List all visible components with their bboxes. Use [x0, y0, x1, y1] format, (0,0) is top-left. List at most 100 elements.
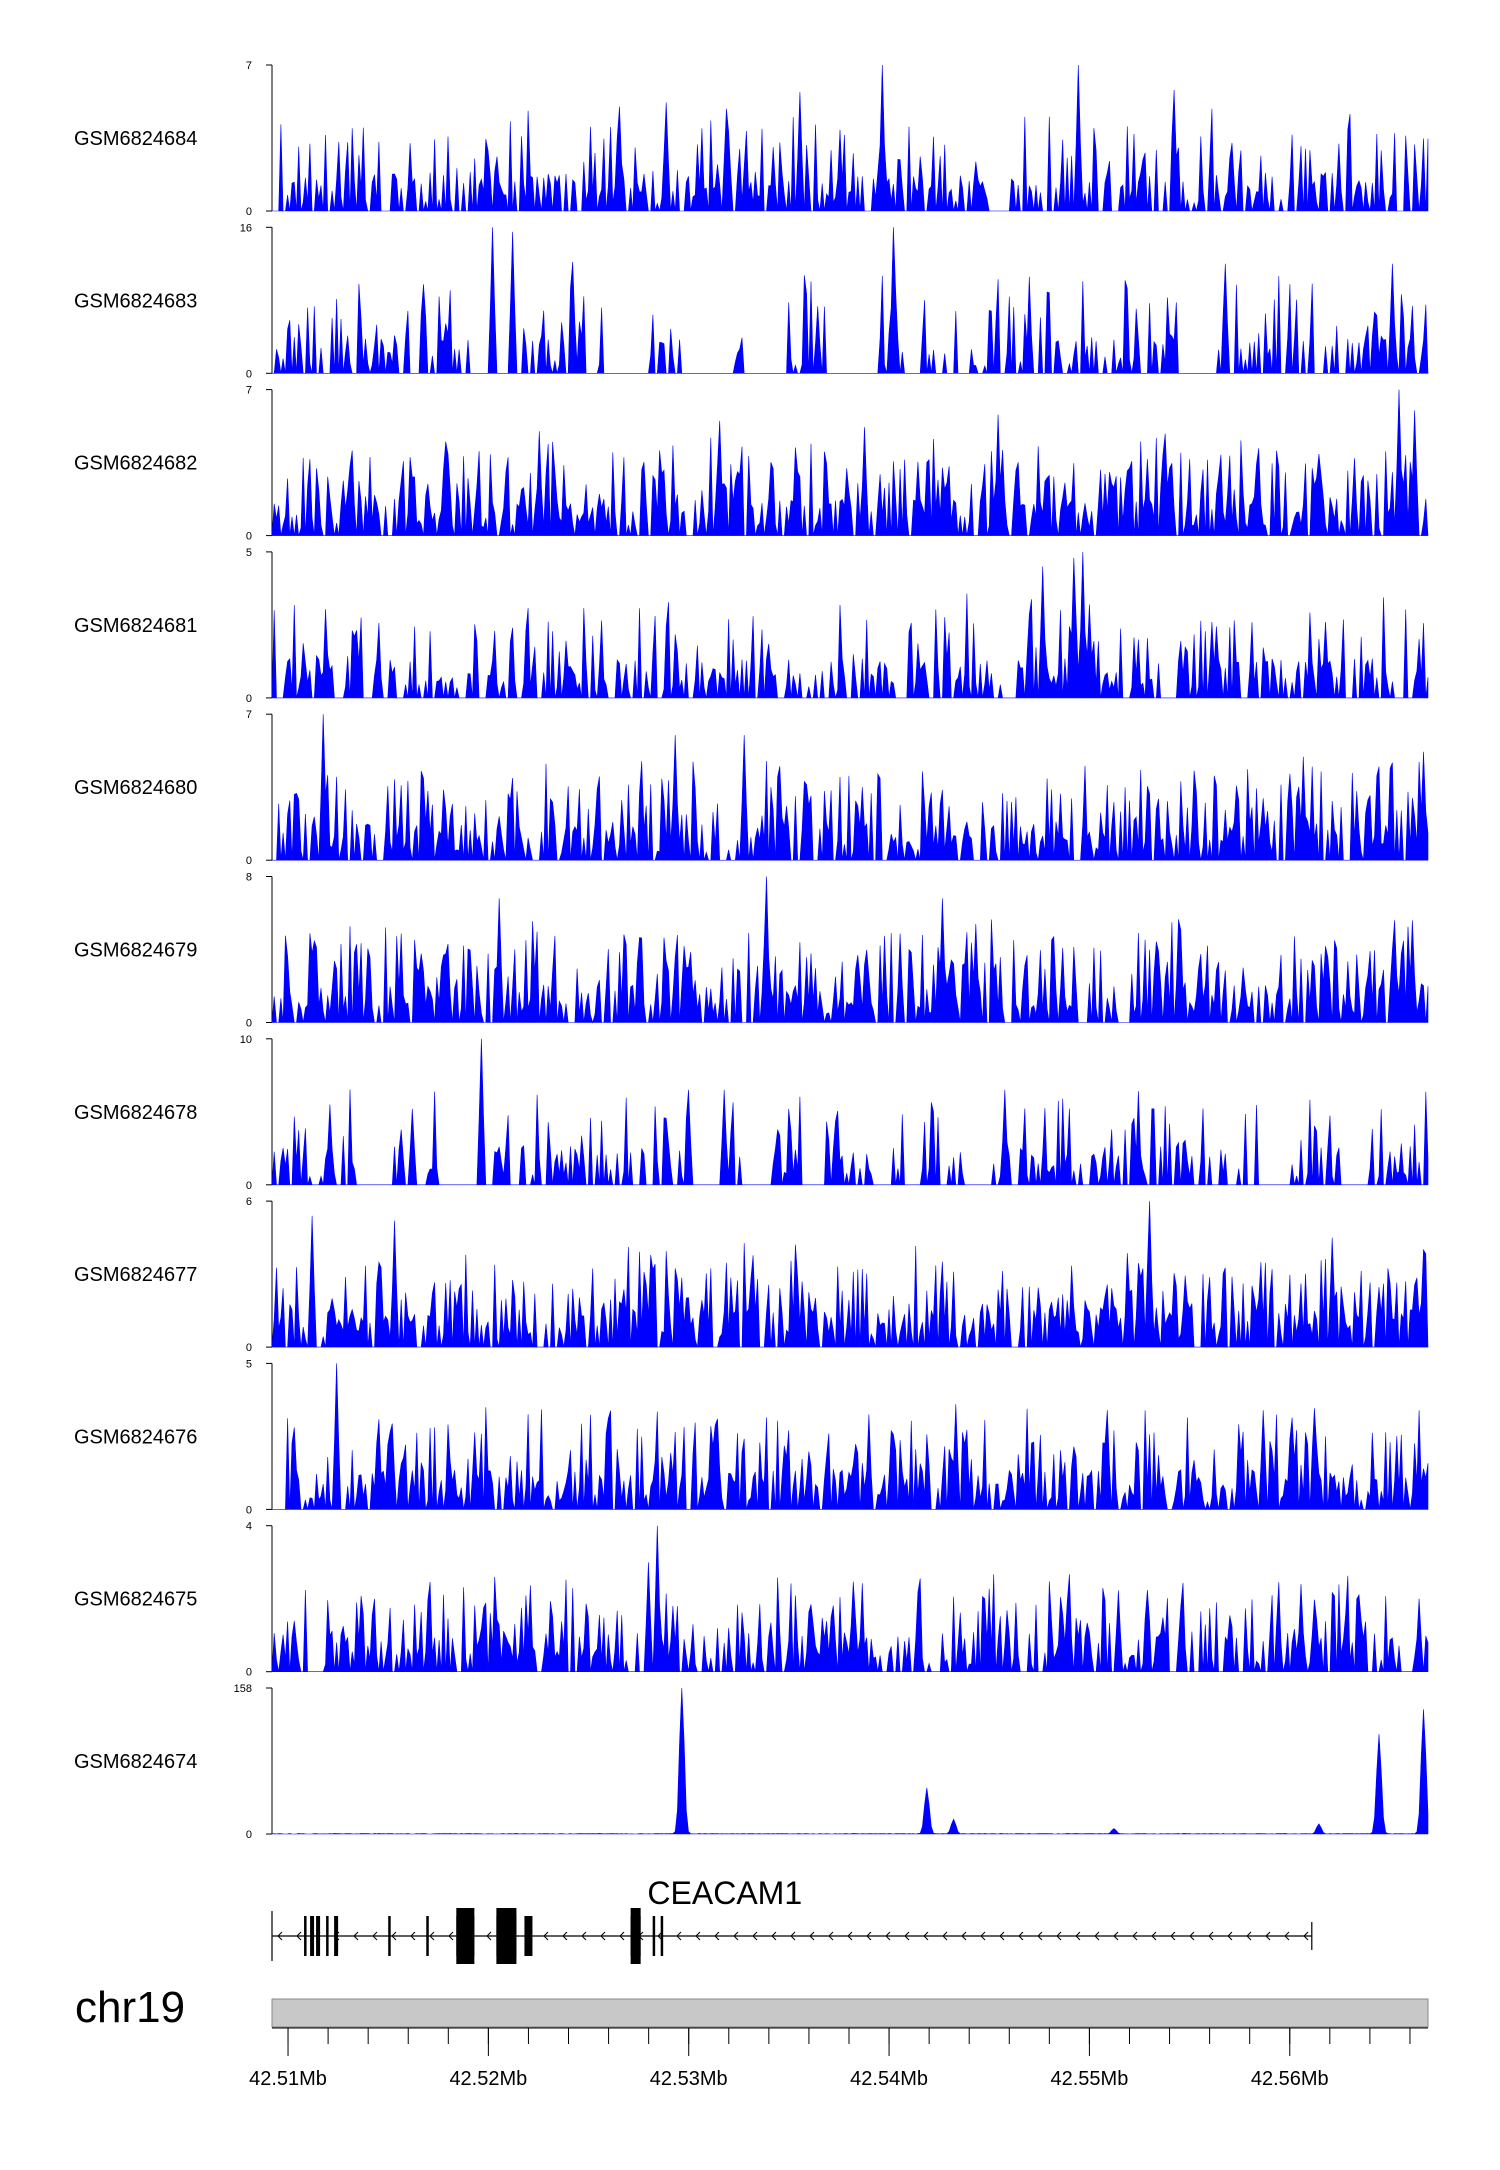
strand-arrow	[1265, 1931, 1271, 1941]
track-GSM6824680: GSM6824680 7 0	[74, 709, 1429, 867]
y-max-label: 7	[246, 385, 252, 397]
y-min-label: 0	[246, 1504, 252, 1516]
strand-arrow	[1227, 1931, 1233, 1941]
strand-arrow	[1303, 1931, 1309, 1941]
y-max-label: 5	[246, 547, 252, 559]
gene-exon	[652, 1916, 656, 1956]
gene-cds-block	[456, 1908, 475, 1964]
strand-arrow	[790, 1931, 796, 1941]
strand-arrow	[1113, 1931, 1119, 1941]
strand-arrow	[885, 1931, 891, 1941]
track-label: GSM6824676	[74, 1426, 197, 1448]
chromosome-ideogram: chr19	[75, 1983, 1429, 2032]
signal-area	[271, 876, 1429, 1024]
strand-arrow	[410, 1931, 416, 1941]
track-label: GSM6824679	[74, 940, 197, 962]
track-GSM6824678: GSM6824678 10 0	[74, 1034, 1429, 1192]
x-tick-label: 42.52Mb	[449, 2068, 527, 2090]
strand-arrow	[657, 1931, 663, 1941]
strand-arrow	[923, 1931, 929, 1941]
gene-exon	[310, 1916, 315, 1956]
strand-arrow	[619, 1931, 625, 1941]
strand-arrow	[1284, 1931, 1290, 1941]
gene-exon	[334, 1916, 339, 1956]
x-tick-label: 42.56Mb	[1251, 2068, 1329, 2090]
x-tick-label: 42.53Mb	[650, 2068, 728, 2090]
strand-arrow	[486, 1931, 492, 1941]
y-min-label: 0	[246, 1342, 252, 1354]
strand-arrow	[1170, 1931, 1176, 1941]
strand-arrow	[828, 1931, 834, 1941]
gene-exon	[326, 1916, 329, 1956]
track-GSM6824675: GSM6824675 4 0	[74, 1521, 1429, 1679]
strand-arrow	[277, 1931, 283, 1941]
gene-exon	[388, 1916, 391, 1956]
gene-exon	[316, 1916, 321, 1956]
strand-arrow	[543, 1931, 549, 1941]
gene-exon	[524, 1916, 533, 1956]
y-max-label: 4	[246, 1521, 252, 1533]
strand-arrow	[372, 1931, 378, 1941]
y-max-label: 16	[240, 222, 252, 234]
y-min-label: 0	[246, 1180, 252, 1192]
strand-arrow	[676, 1931, 682, 1941]
strand-arrow	[1151, 1931, 1157, 1941]
strand-arrow	[1132, 1931, 1138, 1941]
y-min-label: 0	[246, 855, 252, 867]
strand-arrow	[980, 1931, 986, 1941]
gene-cds-block	[630, 1908, 641, 1964]
strand-arrow	[1094, 1931, 1100, 1941]
y-max-label: 7	[246, 709, 252, 721]
gene-exon	[304, 1916, 307, 1956]
strand-arrow	[866, 1931, 872, 1941]
signal-area	[272, 714, 1429, 861]
signal-area	[271, 1038, 1429, 1186]
signal-area	[272, 1363, 1429, 1511]
x-tick-label: 42.55Mb	[1050, 2068, 1128, 2090]
y-min-label: 0	[246, 531, 252, 543]
strand-arrow	[771, 1931, 777, 1941]
strand-arrow	[581, 1931, 587, 1941]
signal-area	[271, 551, 1429, 699]
signal-area	[271, 389, 1429, 536]
x-tick-label: 42.54Mb	[850, 2068, 928, 2090]
track-GSM6824674: GSM6824674 158 0	[74, 1683, 1429, 1841]
gene-exon	[660, 1916, 664, 1956]
y-min-label: 0	[246, 693, 252, 705]
strand-arrow	[847, 1931, 853, 1941]
track-label: GSM6824682	[74, 453, 197, 475]
track-label: GSM6824675	[74, 1589, 197, 1611]
strand-arrow	[809, 1931, 815, 1941]
x-tick-label: 42.51Mb	[249, 2068, 327, 2090]
strand-arrow	[1189, 1931, 1195, 1941]
strand-arrow	[752, 1931, 758, 1941]
gene-exon	[426, 1916, 429, 1956]
strand-arrow	[733, 1931, 739, 1941]
genomic-coordinate-axis: 42.51Mb 42.52Mb 42.53Mb 42.54Mb 42.55Mb 42.56…	[249, 2027, 1428, 2090]
gene-cds-block	[496, 1908, 517, 1964]
strand-arrow	[1056, 1931, 1062, 1941]
y-max-label: 6	[246, 1196, 252, 1208]
strand-arrow	[353, 1931, 359, 1941]
signal-tracks: GSM682468470GSM6824683160GSM682468270GSM…	[74, 60, 1429, 1841]
strand-arrow	[1037, 1931, 1043, 1941]
signal-area	[272, 64, 1429, 212]
track-label: GSM6824681	[74, 615, 197, 637]
strand-arrow	[1018, 1931, 1024, 1941]
y-min-label: 0	[246, 206, 252, 218]
track-label: GSM6824678	[74, 1102, 197, 1124]
strand-arrow	[999, 1931, 1005, 1941]
chromosome-label: chr19	[75, 1983, 185, 2032]
track-GSM6824683: GSM6824683 16 0	[74, 222, 1429, 380]
strand-arrow	[695, 1931, 701, 1941]
track-GSM6824681: GSM6824681 5 0	[74, 547, 1429, 705]
y-min-label: 0	[246, 368, 252, 380]
strand-arrow	[296, 1931, 302, 1941]
strand-arrow	[600, 1931, 606, 1941]
track-label: GSM6824674	[74, 1751, 197, 1773]
gene-name-label: CEACAM1	[647, 1875, 802, 1911]
y-max-label: 7	[246, 60, 252, 72]
strand-arrow	[961, 1931, 967, 1941]
signal-area	[271, 1525, 1429, 1672]
